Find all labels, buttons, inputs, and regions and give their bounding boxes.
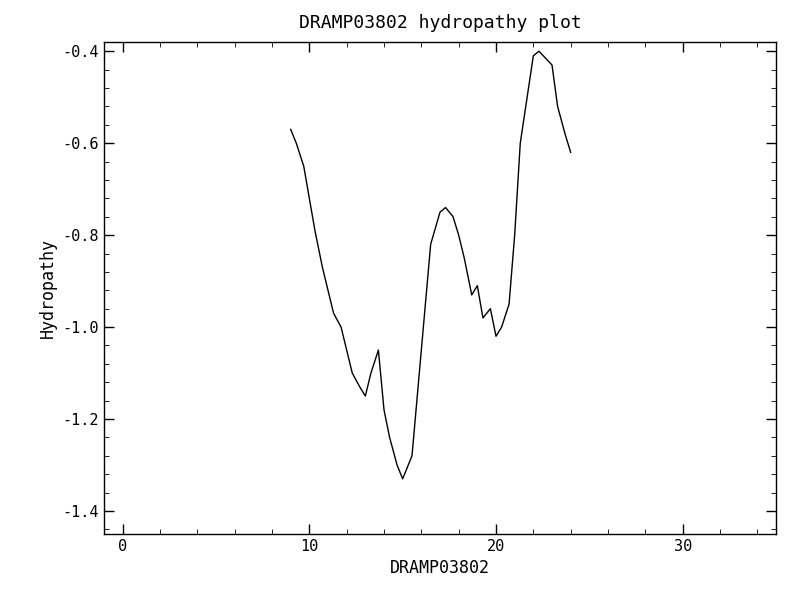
Y-axis label: Hydropathy: Hydropathy: [39, 238, 57, 338]
X-axis label: DRAMP03802: DRAMP03802: [390, 559, 490, 577]
Title: DRAMP03802 hydropathy plot: DRAMP03802 hydropathy plot: [298, 14, 582, 32]
